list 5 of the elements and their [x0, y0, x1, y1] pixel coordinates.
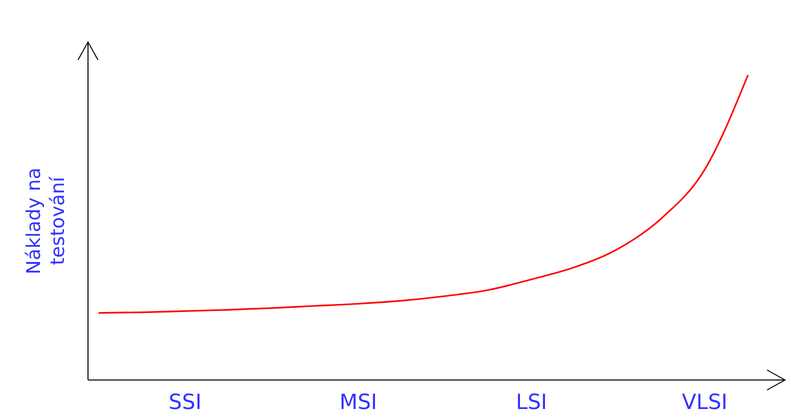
x-tick-label: LSI — [516, 390, 548, 414]
x-tick-label: VLSI — [682, 390, 728, 414]
x-tick-label: SSI — [168, 390, 202, 414]
x-tick-label: MSI — [339, 390, 378, 414]
y-axis-title: Náklady na testování — [23, 168, 69, 274]
